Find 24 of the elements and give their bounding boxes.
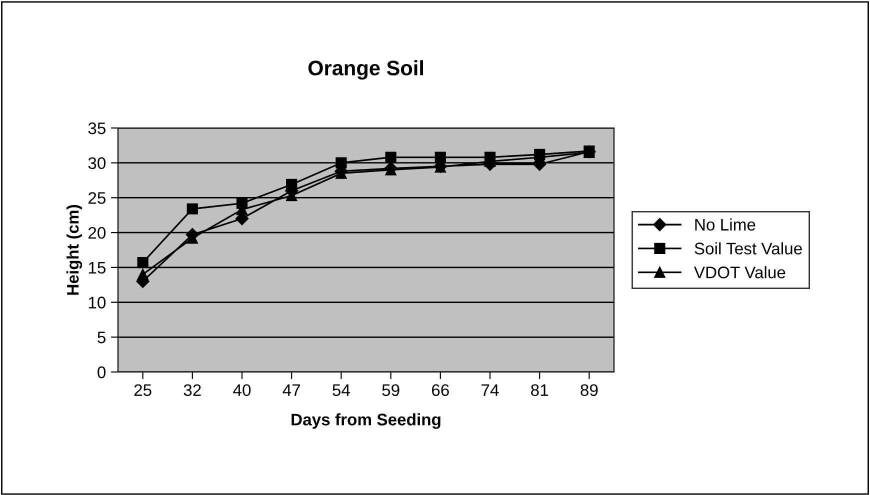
y-tick-label: 0 [98, 366, 106, 378]
x-tick-label: 25 [134, 384, 152, 396]
x-tick-label: 66 [432, 384, 449, 396]
x-tick-label: 74 [482, 384, 499, 396]
y-tick-label: 25 [88, 192, 106, 204]
x-axis-title: Days from Seeding [292, 413, 440, 429]
x-tick-label: 32 [184, 384, 201, 396]
x-tick-label: 59 [382, 384, 400, 396]
legend-label: Soil Test Value [694, 242, 802, 254]
y-tick-label: 20 [88, 226, 106, 239]
x-tick-label: 40 [233, 384, 251, 396]
y-tick-label: 5 [98, 332, 106, 344]
y-tick-label: 10 [88, 296, 106, 308]
x-tick-label: 81 [531, 384, 548, 396]
y-tick-label: 15 [88, 262, 106, 274]
x-tick-label: 47 [282, 384, 300, 396]
legend-label: VDOT Value [694, 266, 786, 278]
y-tick-label: 35 [88, 122, 106, 134]
y-tick-label: 30 [88, 157, 106, 170]
x-tick-label: 54 [332, 384, 350, 396]
x-tick-label: 89 [580, 384, 598, 396]
chart-title: Orange Soil [308, 60, 423, 80]
legend-label: No Lime [695, 218, 756, 231]
y-axis-title: Height (cm) [66, 204, 82, 295]
